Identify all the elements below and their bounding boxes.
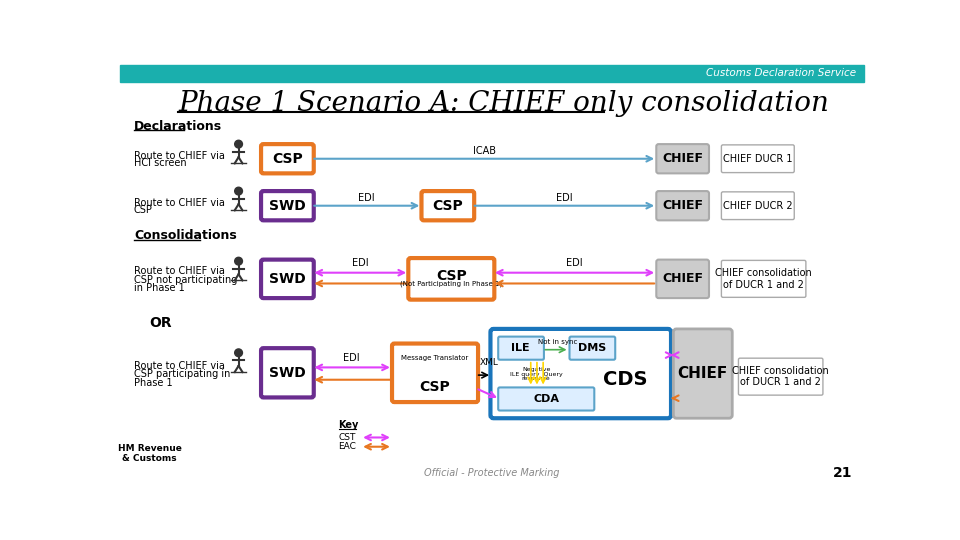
Text: HM Revenue
& Customs: HM Revenue & Customs	[117, 444, 181, 463]
FancyBboxPatch shape	[657, 260, 709, 298]
Text: EDI: EDI	[358, 193, 374, 204]
Text: CHIEF consolidation
of DUCR 1 and 2: CHIEF consolidation of DUCR 1 and 2	[732, 366, 829, 388]
Text: EDI: EDI	[556, 193, 572, 204]
FancyBboxPatch shape	[421, 191, 474, 220]
Text: CHIEF: CHIEF	[678, 366, 728, 381]
Text: SWD: SWD	[269, 272, 306, 286]
Text: CHIEF DUCR 1: CHIEF DUCR 1	[723, 154, 793, 164]
Text: ILE query  Query: ILE query Query	[510, 372, 563, 377]
FancyBboxPatch shape	[261, 144, 314, 173]
Text: Not in sync: Not in sync	[539, 339, 578, 345]
Bar	[120, 65, 864, 82]
Text: DMS: DMS	[578, 343, 606, 353]
Text: Route to CHIEF via: Route to CHIEF via	[134, 151, 225, 161]
Text: CDS: CDS	[603, 370, 648, 389]
Text: Declarations: Declarations	[134, 120, 222, 133]
FancyBboxPatch shape	[261, 191, 314, 220]
Text: Key: Key	[339, 420, 359, 430]
Circle shape	[234, 349, 243, 356]
Text: EAC: EAC	[339, 442, 356, 451]
Text: CSP: CSP	[420, 380, 450, 394]
Text: Route to CHIEF via: Route to CHIEF via	[134, 198, 225, 207]
FancyBboxPatch shape	[491, 329, 671, 418]
Text: ILE: ILE	[512, 343, 530, 353]
Text: EDI: EDI	[352, 258, 369, 268]
Text: Route to CHIEF via: Route to CHIEF via	[134, 266, 225, 276]
FancyBboxPatch shape	[673, 329, 732, 418]
Text: ICAB: ICAB	[472, 146, 495, 157]
Text: Phase 1: Phase 1	[134, 378, 173, 388]
Text: 21: 21	[833, 466, 852, 480]
Text: Phase 1 Scenario A: CHIEF only consolidation: Phase 1 Scenario A: CHIEF only consolida…	[179, 90, 829, 117]
Text: CHIEF: CHIEF	[662, 199, 703, 212]
FancyBboxPatch shape	[498, 387, 594, 410]
Text: CHIEF: CHIEF	[662, 272, 703, 285]
Text: CDA: CDA	[533, 394, 560, 404]
FancyBboxPatch shape	[721, 260, 805, 298]
Text: in Phase 1: in Phase 1	[134, 283, 184, 293]
Text: CHIEF DUCR 2: CHIEF DUCR 2	[723, 201, 793, 211]
Text: CSP: CSP	[134, 205, 153, 215]
FancyBboxPatch shape	[657, 191, 709, 220]
Circle shape	[234, 187, 243, 195]
FancyBboxPatch shape	[392, 343, 478, 402]
FancyBboxPatch shape	[721, 192, 794, 220]
Text: CHIEF: CHIEF	[662, 152, 703, 165]
Text: CHIEF consolidation
of DUCR 1 and 2: CHIEF consolidation of DUCR 1 and 2	[715, 268, 812, 289]
Text: response: response	[522, 376, 550, 381]
Text: Negative: Negative	[522, 367, 550, 372]
Text: (Not Participating In Phase 1): (Not Participating In Phase 1)	[400, 280, 502, 287]
Text: EDI: EDI	[565, 258, 583, 268]
Text: Official - Protective Marking: Official - Protective Marking	[424, 468, 560, 478]
Text: CSP participating in: CSP participating in	[134, 369, 230, 379]
Text: Consolidations: Consolidations	[134, 230, 237, 242]
Text: Message Translator: Message Translator	[401, 355, 468, 361]
Circle shape	[234, 140, 243, 148]
FancyBboxPatch shape	[498, 336, 544, 360]
FancyBboxPatch shape	[721, 145, 794, 173]
Text: SWD: SWD	[269, 366, 306, 380]
Text: Customs Declaration Service: Customs Declaration Service	[707, 68, 856, 78]
Text: CSP not participating: CSP not participating	[134, 275, 237, 285]
Text: SWD: SWD	[269, 199, 306, 213]
Circle shape	[234, 257, 243, 265]
Text: Route to CHIEF via: Route to CHIEF via	[134, 361, 225, 371]
FancyBboxPatch shape	[569, 336, 615, 360]
FancyBboxPatch shape	[261, 260, 314, 298]
FancyBboxPatch shape	[261, 348, 314, 397]
FancyBboxPatch shape	[657, 144, 709, 173]
Text: OR: OR	[149, 316, 172, 330]
Text: EDI: EDI	[344, 353, 360, 363]
FancyBboxPatch shape	[408, 258, 494, 300]
Text: CSP: CSP	[436, 269, 467, 283]
Text: HCI screen: HCI screen	[134, 158, 186, 168]
Text: XML: XML	[479, 359, 498, 367]
FancyBboxPatch shape	[738, 358, 823, 395]
Text: CSP: CSP	[272, 152, 302, 166]
Text: CST: CST	[339, 433, 356, 442]
Text: CSP: CSP	[432, 199, 463, 213]
